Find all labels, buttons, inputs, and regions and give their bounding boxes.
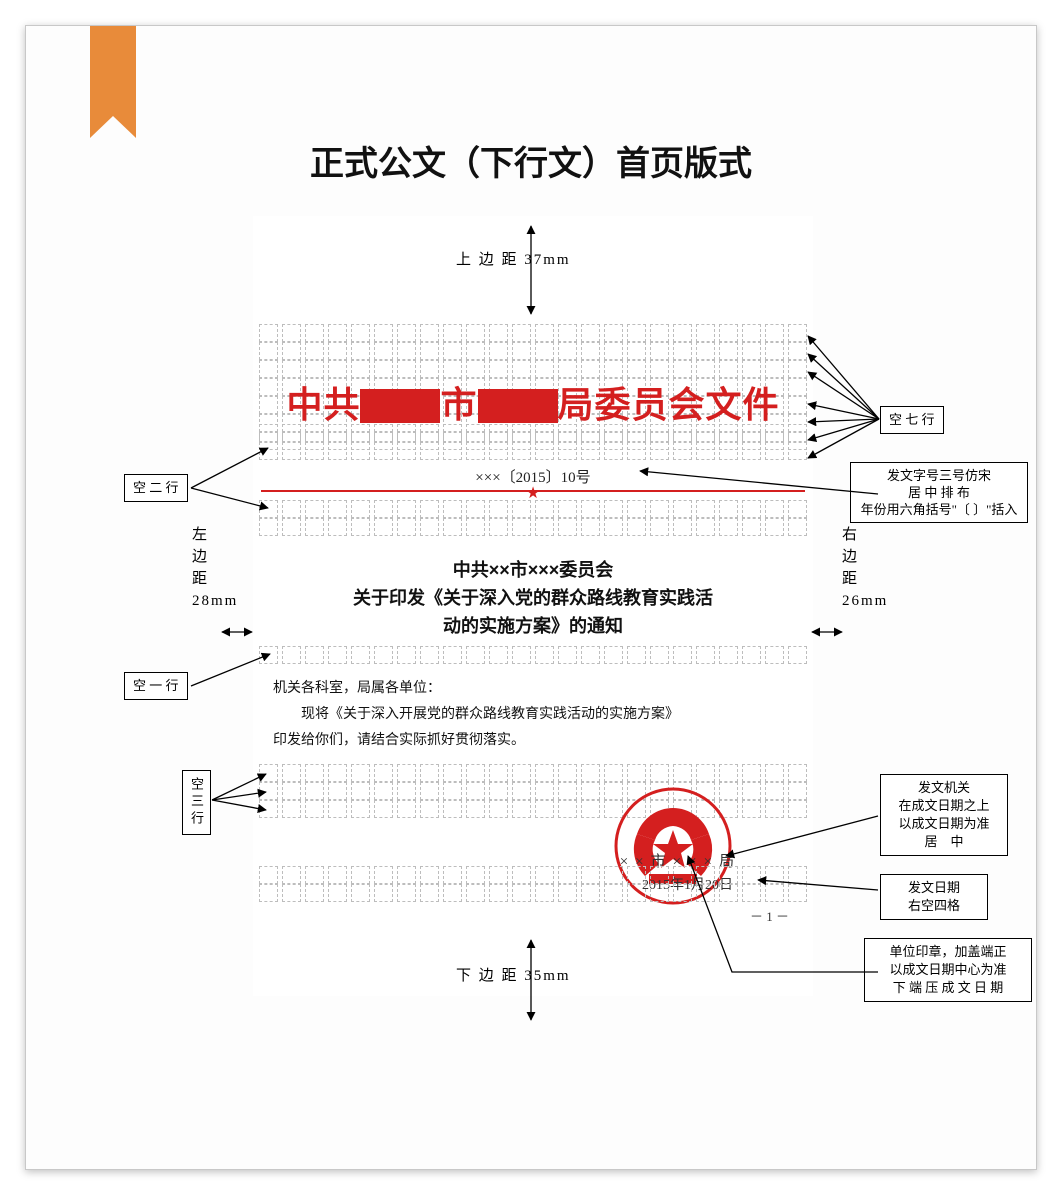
grid-one-line [253, 646, 813, 664]
document-page: 中共市局委员会文件 ×××〔2015〕10号 ★ 中共××市×××委员会 关于印… [253, 216, 813, 996]
letterhead-mid1: 市 [440, 385, 477, 425]
callout-stamp-note: 单位印章，加盖端正以成文日期中心为准下 端 压 成 文 日 期 [864, 938, 1032, 1002]
body-line-2: 现将《关于深入开展党的群众路线教育实践活动的实施方案》 [273, 702, 793, 728]
callout-issuer-note: 发文机关在成文日期之上以成文日期为准居 中 [880, 774, 1008, 856]
card: 正式公文（下行文）首页版式 中共市局委员会文件 ×××〔2015〕10号 ★ 中… [25, 25, 1037, 1170]
document-body: 机关各科室，局属各单位： 现将《关于深入开展党的群众路线教育实践活动的实施方案》… [273, 676, 793, 754]
callout-two-lines: 空 二 行 [124, 474, 188, 502]
red-block-1 [360, 389, 440, 423]
body-line-1: 机关各科室，局属各单位： [273, 676, 793, 702]
letterhead: 中共 市 局委员会文件 [253, 376, 813, 428]
callout-three-lines: 空三行 [182, 770, 211, 835]
document-title: 中共××市×××委员会 关于印发《关于深入党的群众路线教育实践活 动的实施方案》… [253, 556, 813, 640]
callout-one-line: 空 一 行 [124, 672, 188, 700]
right-margin-label: 右边距26mm [842, 524, 888, 612]
grid-under-divider [253, 500, 813, 536]
top-margin-label: 上 边 距 37mm [456, 248, 571, 272]
callout-seven-lines: 空 七 行 [880, 406, 944, 434]
page-number: － 1 － [750, 906, 789, 925]
letterhead-prefix: 中共 [286, 385, 360, 425]
stage: 正式公文（下行文）首页版式 中共市局委员会文件 ×××〔2015〕10号 ★ 中… [0, 0, 1060, 1193]
page-title: 正式公文（下行文）首页版式 [26, 136, 1036, 185]
grid-date-row [253, 866, 813, 902]
grid-two-lines [253, 424, 813, 460]
red-divider: ★ [261, 490, 805, 492]
letterhead-mid2: 局 [558, 385, 595, 425]
doc-title-line-1: 中共××市×××委员会 [253, 556, 813, 584]
left-margin-label: 左边距28mm [192, 524, 238, 612]
letterhead-suffix: 委员会文件 [595, 385, 780, 425]
bottom-margin-label: 下 边 距 35mm [456, 964, 571, 988]
body-line-3: 印发给你们，请结合实际抓好贯彻落实。 [273, 728, 793, 754]
doc-title-line-2: 关于印发《关于深入党的群众路线教育实践活 [253, 584, 813, 612]
callout-date-note: 发文日期右空四格 [880, 874, 988, 920]
red-block-2 [478, 389, 558, 423]
callout-docnum-note: 发文字号三号仿宋居 中 排 布年份用六角括号"〔 〕"括入 [850, 462, 1028, 523]
bookmark-ribbon [90, 26, 136, 116]
doc-title-line-3: 动的实施方案》的通知 [253, 612, 813, 640]
